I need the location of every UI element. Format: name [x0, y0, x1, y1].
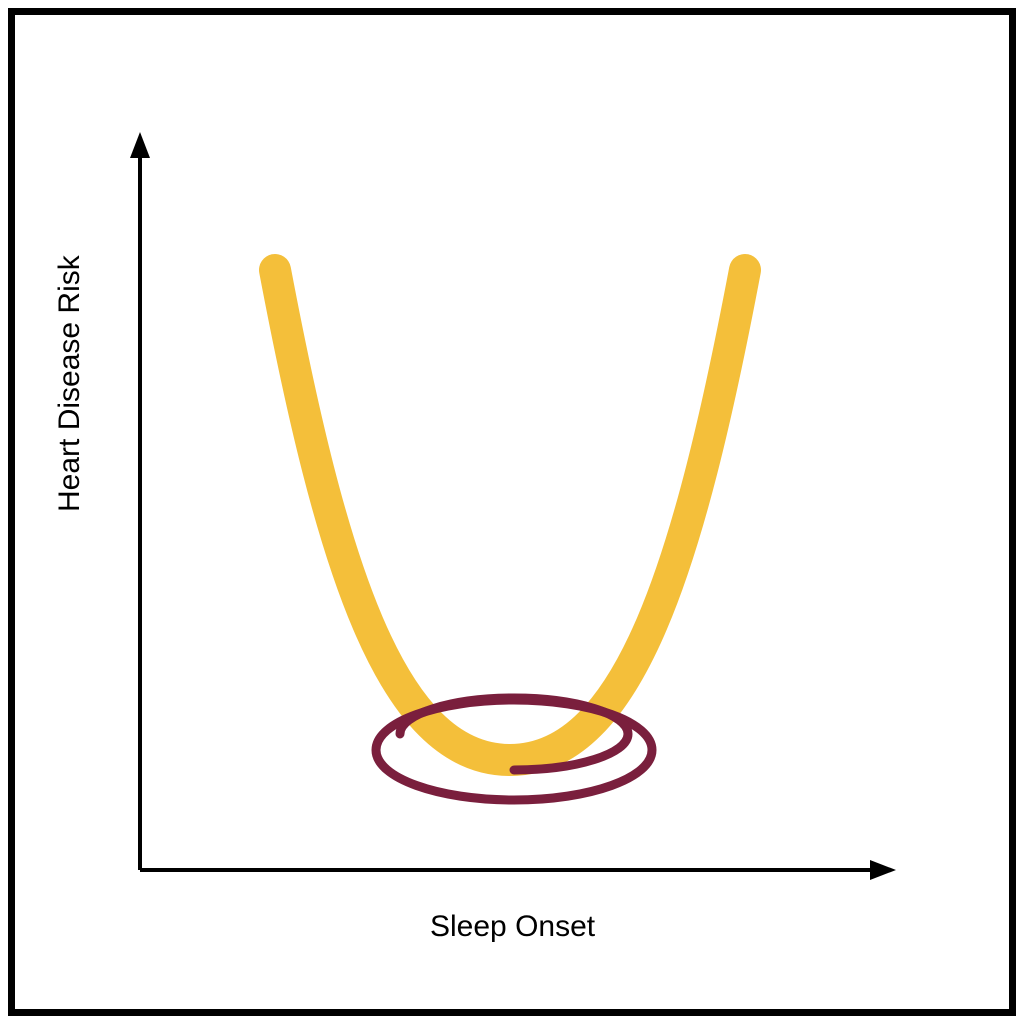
- y-axis-label: Heart Disease Risk: [53, 255, 87, 512]
- x-axis-arrow: [870, 860, 896, 880]
- risk-curve: [275, 270, 745, 760]
- chart-canvas: [0, 0, 1024, 1024]
- y-axis-arrow: [130, 132, 150, 158]
- x-axis-label: Sleep Onset: [430, 910, 595, 944]
